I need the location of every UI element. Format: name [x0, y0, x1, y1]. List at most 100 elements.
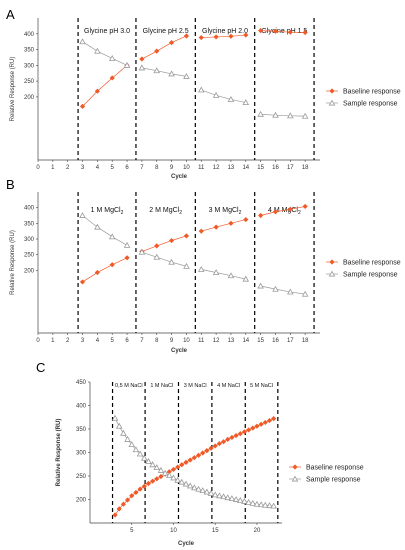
baseline-point [94, 88, 100, 94]
panel-letter: C [36, 360, 45, 375]
x-tick-label: 17 [287, 338, 294, 344]
baseline-line [82, 65, 128, 107]
baseline-point [120, 501, 126, 507]
sample-point [301, 112, 309, 119]
y-tick-label: 300 [24, 63, 35, 69]
baseline-point [272, 28, 279, 34]
sample-line [82, 215, 128, 246]
baseline-line [260, 30, 306, 33]
x-tick-label: 20 [254, 528, 261, 534]
sample-point [242, 275, 250, 282]
x-tick-label: 5 [111, 165, 115, 171]
segment-label-text: 2 M MgCl [149, 207, 179, 214]
sample-point [272, 285, 279, 292]
baseline-point [198, 228, 204, 234]
x-tick-label: 10 [170, 528, 177, 534]
sample-point [124, 435, 131, 442]
x-tick-label: 3 [81, 338, 85, 344]
sample-line [260, 113, 306, 117]
baseline-point [266, 417, 273, 424]
baseline-point [243, 216, 249, 223]
x-tick-label: 9 [170, 165, 174, 171]
sample-point [138, 248, 146, 255]
sample-point [203, 488, 211, 495]
baseline-point [246, 427, 252, 433]
sample-point [197, 86, 205, 93]
baseline-point [154, 48, 160, 54]
baseline-point [302, 29, 308, 36]
segment-label: 0,5 M NaCl [115, 383, 143, 389]
legend-label: Sample response [343, 101, 398, 108]
baseline-point [216, 440, 222, 447]
sample-point [287, 288, 294, 295]
y-tick-label: 350 [24, 48, 35, 54]
baseline-point [233, 432, 239, 439]
baseline-point [187, 457, 193, 463]
x-tick-label: 6 [125, 165, 129, 171]
legend-label: Sample response [343, 272, 398, 279]
baseline-point [243, 32, 249, 38]
baseline-point [241, 429, 248, 435]
sample-point [270, 502, 277, 509]
sample-point [266, 502, 273, 509]
sample-point [249, 499, 257, 506]
panel-c: C 200 250 300 350 400 450 5 10 15 20 Cycle Relative … [36, 360, 364, 547]
baseline-point [262, 419, 268, 426]
sample-point [183, 72, 190, 79]
segment-label-text: Glycine pH 2.0 [202, 28, 248, 35]
sample-series [79, 212, 309, 297]
sample-point [153, 67, 161, 74]
x-tick-label: 12 [213, 165, 220, 171]
x-tick-label: 15 [257, 165, 264, 171]
x-tick-label: 8 [155, 338, 159, 344]
baseline-line [141, 235, 187, 252]
legend-marker [328, 99, 336, 106]
sample-point [272, 111, 279, 118]
x-tick-label: 12 [213, 338, 220, 344]
x-tick-label: 0 [36, 338, 40, 344]
sample-point [168, 70, 175, 77]
baseline-point [212, 443, 218, 449]
y-tick-label: 250 [24, 79, 35, 85]
baseline-point [228, 220, 234, 226]
sample-point [94, 223, 101, 230]
segment-label-text: Glycine pH 3.0 [84, 28, 130, 35]
sample-point [257, 110, 264, 117]
sample-point [166, 472, 173, 479]
x-tick-label: 11 [198, 338, 205, 344]
baseline-point [213, 34, 219, 40]
segment-label-subscript: 2 [239, 210, 242, 216]
x-tick-label: 1 [51, 165, 55, 171]
y-tick-label: 250 [24, 253, 35, 259]
sample-point [153, 253, 161, 260]
sample-point [132, 446, 140, 453]
x-tick-label: 1 [51, 338, 55, 344]
baseline-point [250, 425, 256, 431]
baseline-point [139, 56, 145, 62]
x-tick-label: 9 [170, 338, 174, 344]
baseline-point [112, 512, 118, 518]
sample-point [174, 476, 181, 483]
y-tick-label: 300 [76, 451, 87, 457]
baseline-point [258, 421, 264, 427]
baseline-point [133, 489, 139, 496]
sample-point [157, 466, 165, 473]
y-axis-title: Relative Response (RU) [56, 419, 62, 487]
segment-label-text: 1 M NaCl [150, 383, 173, 389]
segment-label: Glycine pH 2.0 [202, 28, 248, 35]
segment-label: 2 M MgCl2 [149, 207, 182, 216]
sample-point [228, 495, 236, 502]
baseline-point [154, 243, 160, 249]
x-tick-label: 14 [242, 338, 249, 344]
sample-point [138, 64, 146, 71]
segment-label-text: 4 M NaCl [217, 383, 240, 389]
baseline-point [109, 75, 115, 81]
x-tick-label: 8 [155, 165, 159, 171]
baseline-point [204, 448, 210, 454]
sample-point [220, 493, 227, 500]
sample-line [201, 269, 246, 280]
sample-point [79, 212, 86, 218]
baseline-point [183, 233, 190, 239]
x-tick-label: 4 [96, 165, 100, 171]
